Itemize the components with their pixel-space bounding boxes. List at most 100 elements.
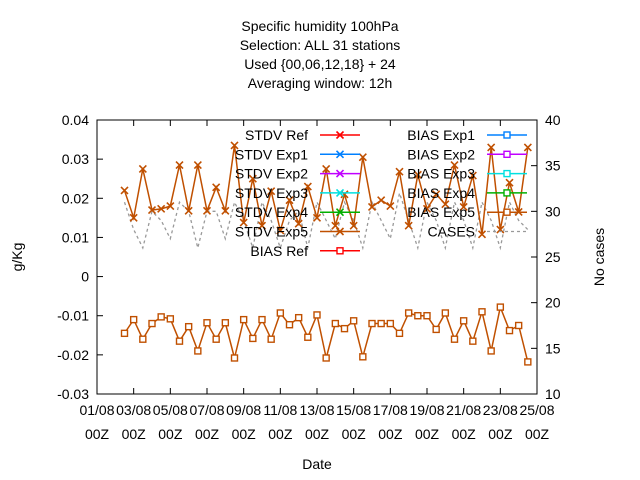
bias-point (313, 311, 321, 319)
y2-tick-label: 30 (545, 203, 561, 219)
bias-point (267, 335, 275, 343)
y2-tick-label: 20 (545, 295, 561, 311)
stdv-point (257, 221, 267, 230)
legend-label: BIAS Exp5 (407, 204, 475, 220)
y-tick-label: 0.02 (62, 190, 89, 206)
x-tick-label-date: 23/08 (483, 402, 518, 418)
stdv-point (331, 221, 340, 230)
stdv-point (248, 174, 257, 183)
x-tick-label-date: 17/08 (373, 402, 408, 418)
legend-label: CASES (428, 224, 475, 240)
legend-entry: BIAS Exp5 (407, 204, 527, 220)
stdv-point (386, 202, 395, 211)
x-tick-label-hour: 00Z (378, 426, 403, 442)
bias-point (487, 347, 495, 355)
x-tick-label-date: 21/08 (446, 402, 481, 418)
stdv-point (395, 167, 404, 176)
x-tick-label-hour: 00Z (268, 426, 293, 442)
y-tick-label: -0.01 (57, 308, 89, 324)
stdv-point (157, 204, 166, 213)
x-tick-label-date: 13/08 (299, 402, 334, 418)
stdv-point (120, 186, 129, 195)
bias-point (230, 354, 239, 362)
y-tick-label: -0.02 (57, 347, 89, 363)
stdv-point (147, 205, 157, 215)
legend-label: STDV Exp3 (235, 185, 308, 201)
x-tick-label-date: 07/08 (189, 402, 224, 418)
x-tick-label-date: 19/08 (409, 402, 444, 418)
stdv-point (322, 164, 331, 173)
bias-point (459, 317, 468, 325)
y-tick-label: 0.03 (62, 151, 89, 167)
stdv-point (285, 196, 294, 205)
x-tick-label-hour: 00Z (415, 426, 440, 442)
bias-point (249, 334, 257, 343)
legend-entry: STDV Exp3 (235, 185, 360, 201)
bias-point (414, 312, 422, 320)
legend-label: BIAS Ref (250, 243, 308, 259)
y-tick-label: -0.03 (57, 386, 89, 402)
bias-point (368, 319, 376, 328)
legend-swatch-marker (503, 131, 511, 139)
legend-entry: STDV Exp1 (235, 146, 360, 162)
cases-series-line (123, 190, 529, 251)
stdv-point (496, 225, 505, 234)
bias-point (441, 309, 450, 317)
stdv-point (294, 219, 303, 228)
bias-series-line (123, 304, 529, 363)
x-tick-label-hour: 00Z (85, 426, 110, 442)
bias-point (304, 333, 312, 341)
bias-point (404, 309, 413, 317)
bias-point (478, 308, 486, 316)
legend-label: STDV Ref (245, 127, 308, 143)
legend-swatch-marker (335, 208, 345, 217)
bias-point (212, 335, 220, 343)
legend-entry: BIAS Exp4 (407, 185, 527, 201)
bias-point (194, 347, 202, 355)
stdv-point (221, 206, 230, 215)
bias-point (258, 315, 266, 324)
legend-entry: STDV Exp2 (235, 166, 360, 182)
bias-point (349, 317, 358, 325)
stdv-point (129, 213, 138, 222)
stdv-point (184, 206, 193, 215)
x-axis-label: Date (302, 456, 332, 472)
bias-point (469, 337, 477, 345)
bias-point (203, 319, 211, 327)
x-tick-label-hour: 00Z (232, 426, 257, 442)
legend-swatch-marker (503, 169, 511, 178)
legend-label: STDV Exp1 (235, 146, 308, 162)
stdv-point (358, 153, 367, 162)
x-tick-label-date: 11/08 (263, 402, 297, 418)
title-line-4: Averaging window: 12h (247, 75, 393, 91)
legend-entry: STDV Ref (245, 127, 360, 143)
legend-label: BIAS Exp2 (407, 146, 475, 162)
bias-point (496, 303, 505, 311)
stdv-point (267, 187, 276, 196)
stdv-point (349, 221, 358, 230)
stdv-point (367, 202, 377, 211)
stdv-point (239, 218, 248, 227)
bias-point (514, 321, 523, 330)
bias-point (340, 324, 349, 333)
bias-point (175, 337, 184, 345)
legend-label: BIAS Exp4 (407, 185, 475, 201)
stdv-point (276, 226, 285, 235)
stdv-point (505, 178, 514, 187)
legend-entry: CASES (428, 224, 527, 240)
stdv-point (303, 182, 312, 191)
stdv-point (193, 160, 202, 170)
stdv-point (422, 204, 432, 213)
legend-swatch-marker (503, 150, 511, 159)
bias-point (505, 326, 514, 335)
bias-point (322, 354, 330, 362)
legend-entry: BIAS Exp2 (407, 146, 527, 162)
legend-entry: BIAS Exp1 (407, 127, 527, 143)
y2-axis-label: No cases (591, 228, 607, 286)
bias-point (239, 315, 248, 324)
stdv-point (212, 183, 221, 192)
bias-point (386, 319, 395, 328)
bias-point (524, 358, 532, 366)
x-tick-label-hour: 00Z (195, 426, 220, 442)
